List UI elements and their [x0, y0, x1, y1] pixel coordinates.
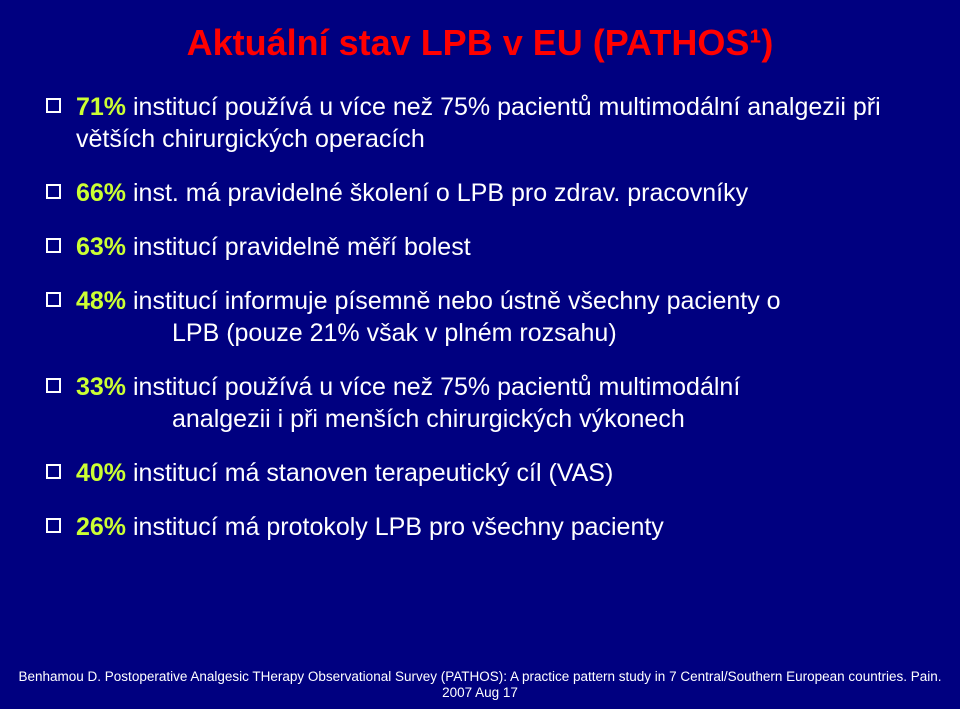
- list-item: 33% institucí používá u více než 75% pac…: [42, 371, 918, 435]
- bullet-continuation: LPB (pouze 21% však v plném rozsahu): [76, 317, 918, 349]
- percent-value: 66%: [76, 179, 126, 207]
- slide-title: Aktuální stav LPB v EU (PATHOS¹): [42, 22, 918, 63]
- percent-value: 48%: [76, 287, 126, 315]
- bullet-text: institucí má protokoly LPB pro všechny p…: [126, 513, 664, 541]
- percent-value: 33%: [76, 373, 126, 401]
- percent-value: 63%: [76, 233, 126, 261]
- bullet-text: institucí pravidelně měří bolest: [126, 233, 471, 261]
- percent-value: 40%: [76, 459, 126, 487]
- bullet-text: institucí používá u více než 75% pacient…: [76, 93, 881, 153]
- percent-value: 26%: [76, 513, 126, 541]
- list-item: 63% institucí pravidelně měří bolest: [42, 231, 918, 263]
- slide: Aktuální stav LPB v EU (PATHOS¹) 71% ins…: [0, 0, 960, 709]
- list-item: 71% institucí používá u více než 75% pac…: [42, 91, 918, 155]
- list-item: 66% inst. má pravidelné školení o LPB pr…: [42, 177, 918, 209]
- list-item: 40% institucí má stanoven terapeutický c…: [42, 457, 918, 489]
- bullet-list: 71% institucí používá u více než 75% pac…: [42, 91, 918, 543]
- bullet-text: institucí informuje písemně nebo ústně v…: [126, 287, 781, 315]
- citation-footer: Benhamou D. Postoperative Analgesic THer…: [0, 669, 960, 701]
- list-item: 48% institucí informuje písemně nebo úst…: [42, 285, 918, 349]
- percent-value: 71%: [76, 93, 126, 121]
- bullet-continuation: analgezii i při menších chirurgických vý…: [76, 403, 918, 435]
- list-item: 26% institucí má protokoly LPB pro všech…: [42, 511, 918, 543]
- bullet-text: institucí má stanoven terapeutický cíl (…: [126, 459, 613, 487]
- bullet-text: inst. má pravidelné školení o LPB pro zd…: [126, 179, 748, 207]
- bullet-text: institucí používá u více než 75% pacient…: [126, 373, 740, 401]
